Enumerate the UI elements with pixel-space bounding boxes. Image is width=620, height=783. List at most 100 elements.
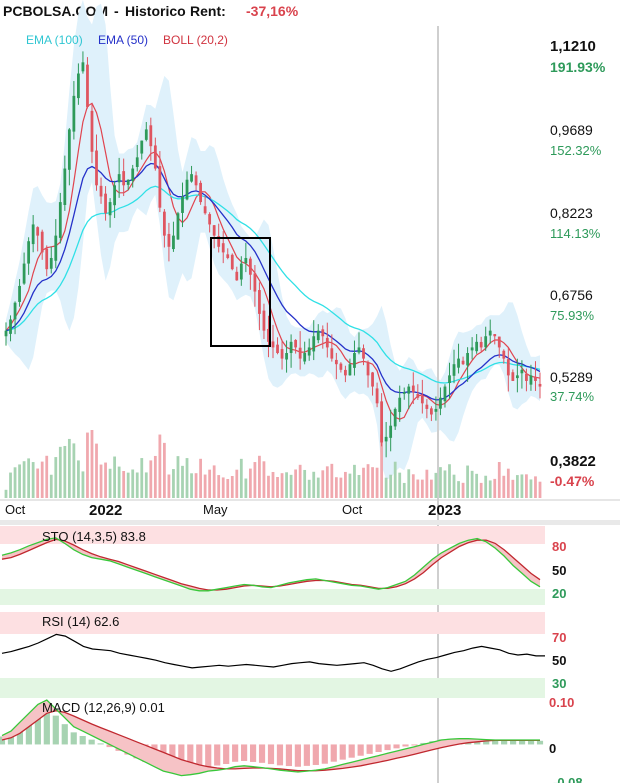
rsi-y-label: 30: [552, 676, 566, 691]
candle-body: [144, 129, 148, 140]
volume-bars: [4, 430, 542, 498]
candle-body: [380, 401, 384, 443]
volume-bar: [506, 468, 510, 498]
candle-body: [217, 236, 221, 247]
volume-bar: [244, 478, 248, 498]
candle-body: [113, 185, 117, 206]
macd-histogram-bar: [258, 744, 266, 763]
candle-body: [348, 364, 352, 376]
y-price-label: 0,9689: [550, 122, 593, 138]
candle-body: [45, 248, 49, 270]
rsi-line: [1, 633, 545, 672]
candle-body: [31, 224, 35, 245]
rsi-label: RSI (14) 62.6: [42, 614, 119, 629]
candle-body: [212, 225, 216, 236]
macd-histogram-bar: [187, 744, 194, 772]
volume-bar: [226, 479, 230, 498]
macd-histogram-bar: [34, 709, 41, 745]
candle-body: [67, 129, 71, 170]
rent-label: Rent:: [190, 3, 226, 19]
volume-bar: [67, 438, 71, 498]
volume-bar: [18, 464, 21, 498]
candle-body: [312, 336, 316, 352]
candle-body: [176, 213, 180, 240]
candle-body: [13, 302, 17, 320]
candle-body: [366, 362, 370, 376]
x-tick-label: Oct: [5, 502, 26, 517]
volume-bar: [538, 481, 542, 498]
macd-histogram-bar: [70, 732, 77, 745]
candle-body: [506, 359, 510, 376]
candle-body: [280, 349, 284, 359]
rsi-panel: RSI (14) 62.6 70 50 30: [0, 612, 566, 698]
volume-bar: [140, 458, 144, 498]
volume-bar: [439, 467, 442, 498]
volume-bar: [77, 460, 80, 498]
candle-body: [117, 174, 121, 183]
volume-bar: [307, 479, 311, 498]
volume-bar: [217, 475, 221, 498]
candle-body: [77, 73, 80, 99]
candle-body: [271, 341, 275, 348]
candle-body: [475, 341, 479, 352]
volume-bar: [389, 474, 393, 498]
macd-histogram-bar: [276, 744, 284, 766]
macd-y-label: 0: [549, 741, 556, 756]
macd-histogram-bar: [321, 744, 328, 764]
volume-bar: [135, 472, 139, 498]
volume-bar: [362, 467, 365, 498]
candle-body: [167, 233, 171, 247]
volume-bar: [448, 464, 451, 498]
volume-bar: [49, 474, 53, 498]
macd-histogram-bar: [223, 744, 230, 764]
volume-bar: [398, 472, 402, 498]
candle-body: [384, 436, 388, 442]
candle-body: [389, 425, 393, 438]
volume-bar: [31, 462, 35, 498]
candle-body: [520, 369, 524, 374]
volume-bar: [4, 489, 8, 498]
volume-bar: [45, 455, 49, 498]
candle-body: [86, 64, 89, 108]
volume-bar: [525, 474, 528, 498]
volume-bar: [402, 482, 406, 498]
volume-bar: [208, 469, 212, 498]
volume-bar: [176, 456, 180, 498]
volume-bar: [289, 474, 293, 498]
macd-histogram-bar: [518, 740, 526, 745]
volume-bar: [429, 479, 433, 498]
volume-bar: [457, 481, 460, 498]
y-pct-label: 114.13%: [550, 226, 601, 241]
volume-bar: [348, 473, 352, 498]
candle-body: [357, 347, 361, 353]
candle-body: [429, 408, 433, 415]
oversold-zone: [0, 589, 545, 605]
volume-bar: [113, 456, 117, 498]
volume-bar: [131, 469, 135, 498]
volume-bar: [253, 462, 257, 498]
volume-bar: [199, 458, 202, 498]
volume-bar: [334, 477, 338, 498]
candle-body: [479, 341, 483, 348]
legend-ema100: EMA (100): [26, 33, 83, 47]
macd-histogram-bar: [527, 740, 535, 745]
candle-body: [267, 328, 270, 342]
volume-bar: [502, 475, 506, 498]
macd-histogram-bar: [384, 744, 391, 751]
candle-body: [334, 359, 338, 365]
macd-histogram-bar: [25, 716, 32, 745]
candle-body: [402, 392, 406, 394]
volume-bar: [212, 465, 216, 498]
candle-body: [203, 206, 207, 214]
macd-histogram-bar: [366, 744, 373, 754]
candle-body: [298, 347, 302, 359]
macd-histogram-bar: [411, 744, 418, 746]
macd-histogram-bar: [97, 743, 104, 745]
candles-group: [4, 51, 542, 458]
legend-boll: BOLL (20,2): [163, 33, 228, 47]
legend-ema50: EMA (50): [98, 33, 148, 47]
volume-bar: [344, 471, 347, 498]
volume-bar: [63, 445, 67, 498]
candle-body: [226, 254, 230, 258]
y-pct-label: 37.74%: [550, 389, 595, 404]
